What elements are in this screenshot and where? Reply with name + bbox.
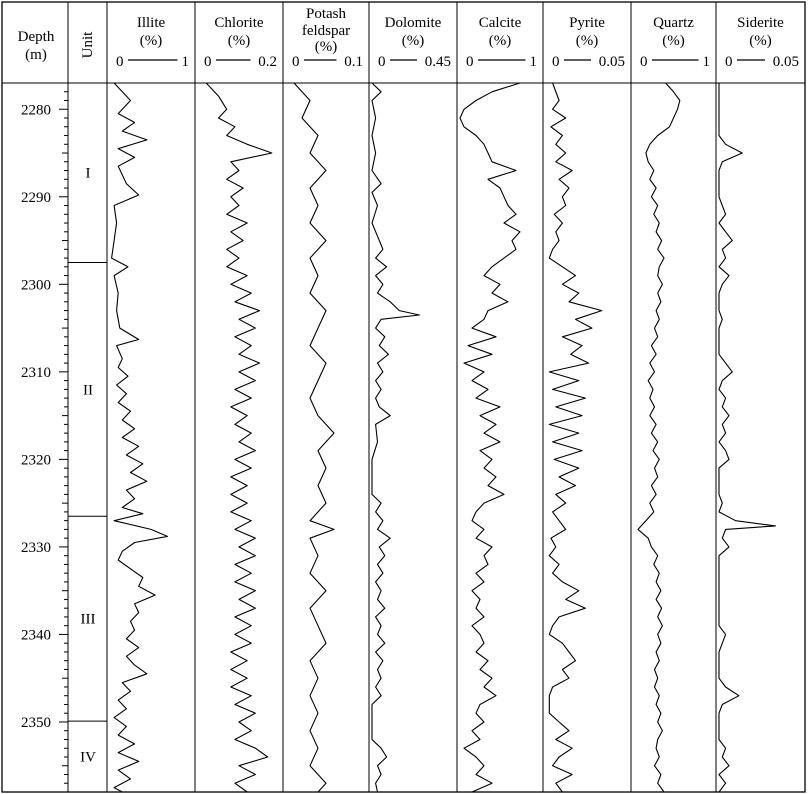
track-title: feldspar xyxy=(302,23,350,39)
track-calcite: Calcite (%) 0 1 xyxy=(459,15,538,793)
track-unit: (%) xyxy=(662,33,685,49)
unit-label: I xyxy=(86,166,91,182)
track-curve xyxy=(548,82,603,793)
track-title: Calcite xyxy=(479,15,522,31)
track-title: Siderite xyxy=(737,15,784,31)
track-dolomite: Dolomite (%) 0 0.45 xyxy=(371,15,451,793)
track-unit: (%) xyxy=(228,33,251,49)
track-unit: (%) xyxy=(576,33,599,49)
depth-axis: Depth (m) 2280 2290 2300 2310 2320 2330 2340 23… xyxy=(18,29,68,793)
depth-tick-label: 2310 xyxy=(21,365,51,381)
unit-label: IV xyxy=(80,750,96,766)
track-title: Chlorite xyxy=(214,15,264,31)
depth-tick-label: 2280 xyxy=(21,102,51,118)
unit-label: II xyxy=(83,382,93,398)
depth-tick-label: 2330 xyxy=(21,540,51,556)
track-scale-min: 0 xyxy=(725,54,733,70)
track-title: Quartz xyxy=(653,15,694,31)
depth-axis-label: Depth xyxy=(18,29,55,45)
track-scale-min: 0 xyxy=(292,54,300,70)
track-scale-max: 0.45 xyxy=(425,54,451,70)
track-scale-min: 0 xyxy=(378,54,386,70)
track-scale-max: 1 xyxy=(703,54,711,70)
depth-tick-label: 2300 xyxy=(21,277,51,293)
track-unit: (%) xyxy=(749,33,772,49)
track-scale-min: 0 xyxy=(204,54,212,70)
track-title: Potash xyxy=(306,6,347,22)
track-curve xyxy=(637,82,681,793)
track-scale-min: 0 xyxy=(466,54,474,70)
track-scale-min: 0 xyxy=(116,54,124,70)
track-title: Pyrite xyxy=(569,15,605,31)
depth-axis-unit: (m) xyxy=(25,47,47,63)
track-unit: (%) xyxy=(140,33,163,49)
depth-tick-label: 2350 xyxy=(21,715,51,731)
track-scale-max: 0.05 xyxy=(773,54,799,70)
depth-tick-label: 2320 xyxy=(21,452,51,468)
track-quartz: Quartz (%) 0 1 xyxy=(637,15,711,793)
track-scale-max: 1 xyxy=(530,54,538,70)
track-unit: (%) xyxy=(489,33,512,49)
track-curve xyxy=(371,82,420,793)
unit-column-header: Unit xyxy=(80,31,96,59)
track-unit: (%) xyxy=(315,39,338,55)
track-title: Dolomite xyxy=(385,15,442,31)
track-curve xyxy=(111,82,168,793)
track-scale-max: 0.1 xyxy=(344,54,363,70)
unit-label: III xyxy=(81,612,96,628)
track-unit: (%) xyxy=(402,33,425,49)
track-scale-min: 0 xyxy=(640,54,648,70)
track-scale-max: 0.05 xyxy=(599,54,625,70)
track-scale-max: 1 xyxy=(182,54,190,70)
track-curve xyxy=(459,82,521,793)
depth-tick-label: 2340 xyxy=(21,627,51,643)
track-curve xyxy=(293,82,335,793)
track-title: Illite xyxy=(137,15,166,31)
track-curve xyxy=(205,82,273,793)
track-siderite: Siderite (%) 0 0.05 xyxy=(718,15,799,793)
track-pyrite: Pyrite (%) 0 0.05 xyxy=(548,15,625,793)
track-illite: Illite (%) 0 1 xyxy=(111,15,190,793)
track-curve xyxy=(718,83,776,793)
depth-tick-label: 2290 xyxy=(21,190,51,206)
track-chlorite: Chlorite (%) 0 0.2 xyxy=(204,15,277,793)
track-scale-max: 0.2 xyxy=(258,54,277,70)
track-scale-min: 0 xyxy=(552,54,560,70)
